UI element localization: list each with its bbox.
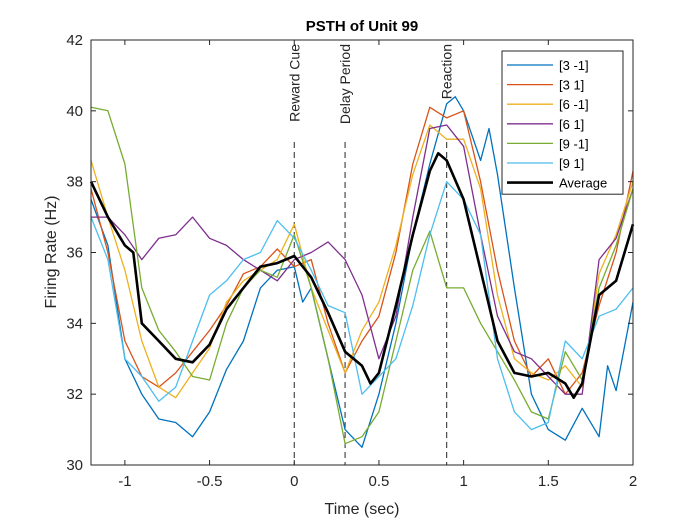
y-tick-label: 32: [66, 386, 83, 403]
x-tick-label: 1: [459, 473, 467, 490]
y-tick-label: 38: [66, 174, 83, 191]
x-tick-label: -1: [118, 473, 131, 490]
y-tick-label: 36: [66, 245, 83, 262]
x-tick-label: 1.5: [538, 473, 559, 490]
event-label: Reaction: [439, 44, 455, 99]
legend-label: [3 1]: [559, 78, 584, 93]
series-line: [91, 124, 634, 395]
legend-label: [9 1]: [559, 156, 584, 171]
series-line: [89, 152, 635, 399]
x-tick-label: 0: [290, 473, 298, 490]
series-line: [90, 106, 634, 395]
legend-label: [6 1]: [559, 117, 584, 132]
event-label: Delay Period: [337, 44, 353, 124]
series-line: [90, 124, 634, 399]
legend-label: Average: [559, 176, 607, 191]
y-tick-label: 34: [66, 315, 83, 332]
chart-title: PSTH of Unit 99: [306, 18, 419, 35]
series-line: [90, 181, 634, 431]
series-line: [90, 96, 634, 448]
x-tick-label: -0.5: [197, 473, 223, 490]
y-tick-label: 30: [66, 457, 83, 474]
x-tick-label: 2: [629, 473, 637, 490]
legend-label: [9 -1]: [559, 136, 589, 151]
event-label: Reward Cue: [286, 44, 302, 122]
legend: [3 -1] [3 1] [6 -1] [6 1] [9 -1] [9 1] Average: [501, 50, 624, 195]
x-tick-label: 0.5: [369, 473, 390, 490]
y-tick-label: 42: [66, 32, 83, 49]
y-axis-label: Firing Rate (Hz): [43, 196, 60, 309]
x-axis-label: Time (sec): [325, 501, 400, 518]
legend-box: [501, 50, 624, 195]
legend-label: [3 -1]: [559, 58, 589, 73]
legend-label: [6 -1]: [559, 97, 589, 112]
event-markers: Reward Cue Delay Period Reaction: [286, 44, 455, 465]
series-lines: [89, 96, 635, 448]
y-tick-label: 40: [66, 103, 83, 120]
axis-ticks: -1 -0.5 0 0.5 1 1.5 2 30 32 34 36 38 40 42: [66, 32, 637, 490]
